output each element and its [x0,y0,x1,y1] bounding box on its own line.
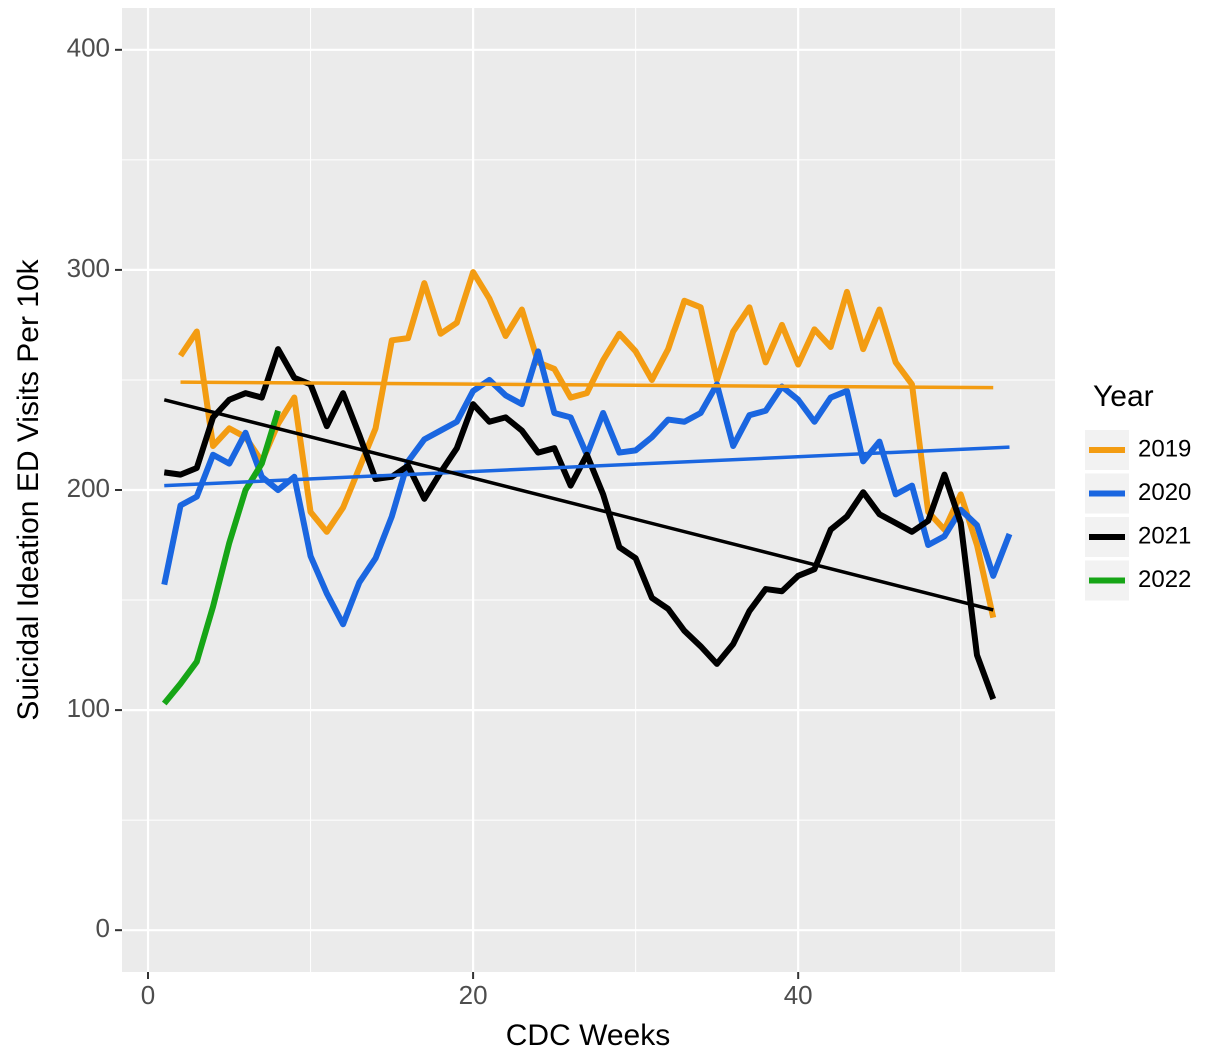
legend-label: 2019 [1138,435,1191,462]
legend-label: 2022 [1138,566,1191,593]
series-line [163,346,997,701]
trend-line [180,380,994,390]
trend-line [163,398,994,612]
series-line [161,409,281,706]
y-tick-label: 200 [67,473,110,503]
x-axis-title: CDC Weeks [506,1019,670,1052]
x-tick-label: 40 [784,980,813,1010]
y-tick-label: 300 [67,253,110,283]
series-line [178,269,997,619]
y-tick-label: 100 [67,693,110,723]
trend-line [164,445,1010,488]
x-tick-label: 0 [141,980,155,1010]
x-tick-label: 20 [459,980,488,1010]
y-tick-label: 400 [67,33,110,63]
legend-title: Year [1093,380,1154,413]
legend-label: 2020 [1138,479,1191,506]
y-tick-label: 0 [96,913,110,943]
y-axis-title: Suicidal Ideation ED Visits Per 10k [12,258,45,720]
legend-label: 2021 [1138,522,1191,549]
